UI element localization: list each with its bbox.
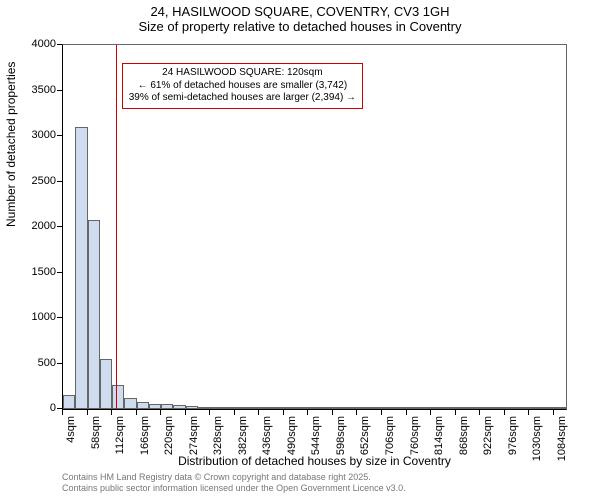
histogram-bar <box>456 407 468 409</box>
histogram-bar <box>345 407 357 409</box>
ytick-label: 1500 <box>32 266 56 278</box>
ytick-label: 2500 <box>32 175 56 187</box>
histogram-bar <box>321 407 333 409</box>
annotation-box: 24 HASILWOOD SQUARE: 120sqm ← 61% of det… <box>122 63 363 109</box>
xtick-label: 436sqm <box>261 416 273 455</box>
annotation-line1: 24 HASILWOOD SQUARE: 120sqm <box>129 67 356 80</box>
histogram-bar <box>235 407 247 409</box>
footer-line2: Contains public sector information licen… <box>62 483 406 494</box>
xtick-label: 814sqm <box>433 416 445 455</box>
xtick-label: 652sqm <box>359 416 371 455</box>
histogram-bar <box>529 407 541 409</box>
histogram-bar <box>186 406 198 409</box>
histogram-bar <box>333 407 345 409</box>
histogram-bar <box>492 407 504 409</box>
ytick-label: 3000 <box>32 129 56 141</box>
xtick-label: 922sqm <box>482 416 494 455</box>
x-axis-label: Distribution of detached houses by size … <box>62 454 567 468</box>
title-line1: 24, HASILWOOD SQUARE, COVENTRY, CV3 1GH <box>0 4 600 19</box>
histogram-bar <box>431 407 443 409</box>
footer-attribution: Contains HM Land Registry data © Crown c… <box>62 472 406 494</box>
annotation-line2: ← 61% of detached houses are smaller (3,… <box>129 80 356 93</box>
histogram-bar <box>370 407 382 409</box>
annotation-line3: 39% of semi-detached houses are larger (… <box>129 92 356 105</box>
histogram-bar <box>259 407 271 409</box>
histogram-bar <box>480 407 492 409</box>
histogram-bar <box>100 359 112 409</box>
footer-line1: Contains HM Land Registry data © Crown c… <box>62 472 406 483</box>
xtick-label: 382sqm <box>237 416 249 455</box>
histogram-bar <box>554 407 566 409</box>
ytick-label: 3500 <box>32 84 56 96</box>
histogram-bar <box>443 407 455 409</box>
histogram-bar <box>382 407 394 409</box>
ytick-label: 0 <box>50 402 56 414</box>
histogram-bar <box>284 407 296 409</box>
histogram-bar <box>247 407 259 409</box>
histogram-bar <box>112 385 124 409</box>
ytick-label: 2000 <box>32 220 56 232</box>
histogram-bar <box>394 407 406 409</box>
histogram-bar <box>357 407 369 409</box>
histogram-bar <box>88 220 100 409</box>
histogram-bar <box>222 407 234 409</box>
histogram-bar <box>541 407 553 409</box>
chart-title: 24, HASILWOOD SQUARE, COVENTRY, CV3 1GH … <box>0 0 600 34</box>
histogram-bar <box>198 407 210 409</box>
ytick-label: 1000 <box>32 311 56 323</box>
xtick-label: 112sqm <box>114 416 126 454</box>
xtick-label: 58sqm <box>90 416 102 449</box>
histogram-bar <box>517 407 529 409</box>
xtick-label: 166sqm <box>139 416 151 455</box>
histogram-bar <box>137 402 149 409</box>
reference-line <box>116 45 117 409</box>
histogram-bar <box>419 407 431 409</box>
xtick-label: 490sqm <box>286 416 298 455</box>
histogram-bar <box>296 407 308 409</box>
histogram-bar <box>308 407 320 409</box>
histogram-bar <box>63 395 75 409</box>
histogram-bar <box>407 407 419 409</box>
xtick-label: 220sqm <box>163 416 175 455</box>
xtick-label: 274sqm <box>188 416 200 455</box>
xtick-label: 598sqm <box>335 416 347 455</box>
xtick-label: 976sqm <box>507 416 519 455</box>
histogram-bar <box>149 404 161 409</box>
histogram-bar <box>124 398 136 409</box>
title-line2: Size of property relative to detached ho… <box>0 19 600 34</box>
xtick-label: 868sqm <box>458 416 470 455</box>
histogram-bar <box>75 127 87 409</box>
histogram-bar <box>210 407 222 409</box>
histogram-bar <box>173 405 185 409</box>
histogram-bar <box>505 407 517 409</box>
xtick-label: 328sqm <box>212 416 224 455</box>
xtick-label: 4sqm <box>65 416 77 443</box>
ytick-label: 500 <box>38 357 56 369</box>
xtick-label: 760sqm <box>409 416 421 455</box>
y-axis-ticks: 05001000150020002500300035004000 <box>0 44 62 410</box>
histogram-bar <box>161 404 173 409</box>
ytick-label: 4000 <box>32 38 56 50</box>
xtick-label: 706sqm <box>384 416 396 455</box>
histogram-bar <box>468 407 480 409</box>
plot-area: 24 HASILWOOD SQUARE: 120sqm ← 61% of det… <box>62 44 567 410</box>
xtick-label: 544sqm <box>310 416 322 455</box>
histogram-bar <box>272 407 284 409</box>
